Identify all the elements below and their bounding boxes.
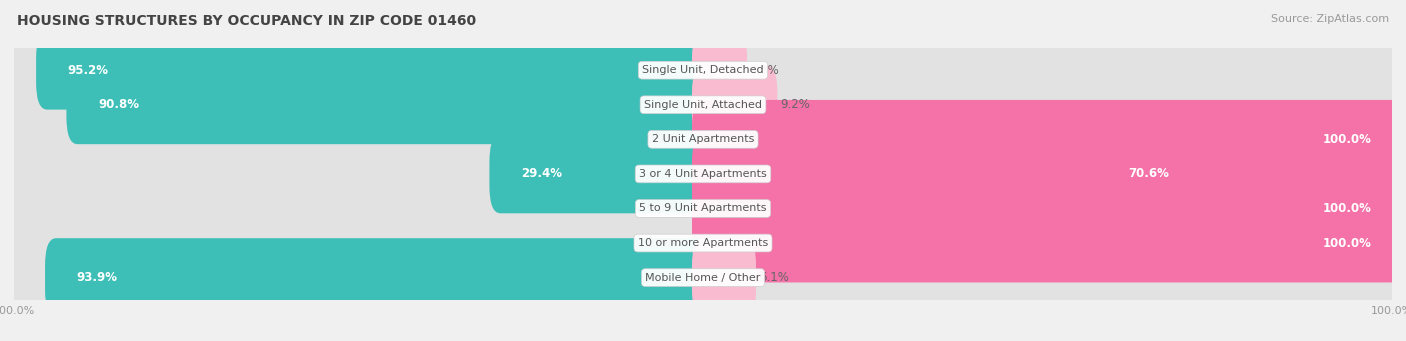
Text: 70.6%: 70.6% [1128,167,1168,180]
FancyBboxPatch shape [45,238,714,317]
Text: 0.0%: 0.0% [645,202,675,215]
FancyBboxPatch shape [692,204,1403,282]
FancyBboxPatch shape [37,31,714,109]
Text: 90.8%: 90.8% [98,98,139,111]
FancyBboxPatch shape [0,93,1406,186]
FancyBboxPatch shape [692,169,1403,248]
Text: 29.4%: 29.4% [522,167,562,180]
FancyBboxPatch shape [489,134,714,213]
Text: Single Unit, Detached: Single Unit, Detached [643,65,763,75]
FancyBboxPatch shape [692,134,1201,213]
Text: 0.0%: 0.0% [645,133,675,146]
FancyBboxPatch shape [692,100,1403,179]
FancyBboxPatch shape [0,197,1406,290]
FancyBboxPatch shape [0,24,1406,117]
Text: 2 Unit Apartments: 2 Unit Apartments [652,134,754,144]
FancyBboxPatch shape [0,231,1406,324]
Text: 100.0%: 100.0% [1323,202,1371,215]
FancyBboxPatch shape [692,238,756,317]
Text: 95.2%: 95.2% [67,64,108,77]
FancyBboxPatch shape [66,65,714,144]
FancyBboxPatch shape [0,128,1406,220]
Text: 100.0%: 100.0% [1323,133,1371,146]
FancyBboxPatch shape [0,58,1406,151]
FancyBboxPatch shape [0,162,1406,255]
Text: 10 or more Apartments: 10 or more Apartments [638,238,768,248]
Text: HOUSING STRUCTURES BY OCCUPANCY IN ZIP CODE 01460: HOUSING STRUCTURES BY OCCUPANCY IN ZIP C… [17,14,477,28]
Text: 5 to 9 Unit Apartments: 5 to 9 Unit Apartments [640,204,766,213]
Text: 4.8%: 4.8% [749,64,779,77]
Text: 3 or 4 Unit Apartments: 3 or 4 Unit Apartments [640,169,766,179]
Text: 9.2%: 9.2% [780,98,810,111]
Text: 100.0%: 100.0% [1323,237,1371,250]
FancyBboxPatch shape [692,65,778,144]
Text: Source: ZipAtlas.com: Source: ZipAtlas.com [1271,14,1389,24]
Text: 6.1%: 6.1% [759,271,789,284]
Text: Mobile Home / Other: Mobile Home / Other [645,272,761,283]
Text: Single Unit, Attached: Single Unit, Attached [644,100,762,110]
Text: 93.9%: 93.9% [77,271,118,284]
FancyBboxPatch shape [692,31,747,109]
Text: 0.0%: 0.0% [645,237,675,250]
